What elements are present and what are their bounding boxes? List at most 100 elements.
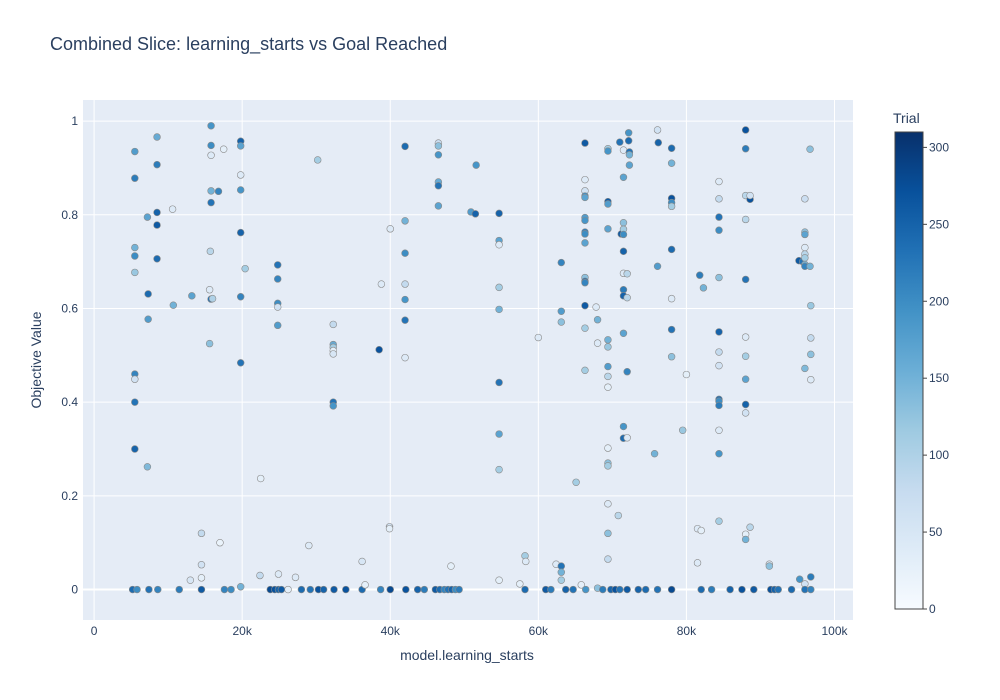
data-point [738,585,746,594]
plot-area [83,100,853,620]
data-point [131,174,139,182]
data-point [274,275,282,283]
data-point [495,465,503,474]
data-point [401,249,409,257]
data-point [219,145,228,153]
data-point [604,362,612,371]
data-point [582,585,590,594]
data-point [795,575,804,583]
data-point [168,205,177,213]
data-point [623,434,631,442]
data-point [145,585,153,594]
data-point [144,315,152,323]
data-point [495,430,503,438]
data-point [693,559,702,567]
data-point [801,243,809,252]
colorbar-tick-label: 250 [929,217,949,231]
data-point [624,137,633,145]
data-point [557,568,565,576]
colorbar-tick-label: 50 [929,525,943,539]
data-point [329,350,337,358]
data-point [274,261,282,269]
data-point [153,255,161,263]
data-point [434,142,443,150]
data-point [297,585,306,594]
data-point [581,239,589,247]
data-point [774,585,782,594]
data-point [746,191,754,200]
x-tick-label: 40k [381,624,401,638]
data-point [330,585,338,594]
data-point [569,585,577,594]
data-point [216,539,224,547]
data-point [572,478,580,486]
data-point [376,585,385,594]
data-point [153,208,161,217]
data-point [495,283,503,292]
data-point [581,216,589,225]
data-point [385,524,394,533]
data-point [237,142,245,150]
data-point [697,526,705,535]
data-point [807,573,815,581]
data-point [699,284,708,292]
data-point [131,147,139,156]
data-point [131,398,139,406]
data-point [220,585,229,594]
y-tick-label: 0.4 [61,395,78,409]
data-point [592,303,600,311]
data-point [227,585,235,594]
data-point [581,139,589,147]
colorbar-tick-label: 150 [929,371,949,385]
data-point [619,219,628,227]
data-point [604,555,612,563]
data-point [604,200,612,208]
data-point [521,585,529,594]
y-axis-label: Objective Value [28,311,44,408]
data-point [604,343,612,351]
data-point [593,339,602,347]
data-point [386,585,394,594]
data-point [787,585,796,594]
data-point [557,576,565,584]
data-point [401,316,409,324]
data-point [534,333,543,342]
data-point [562,585,570,594]
data-point [741,400,750,409]
data-point [205,339,214,348]
data-point [715,401,723,410]
data-point [715,348,723,356]
data-point [715,449,723,458]
data-point [377,280,386,288]
data-point [205,286,214,294]
data-point [599,585,607,594]
data-point [237,359,245,367]
data-point [447,562,455,570]
colorbar-gradient [894,131,924,610]
data-point [625,151,634,159]
data-point [801,254,809,262]
data-point [667,585,676,594]
data-point [547,585,555,594]
data-point [641,585,650,594]
colorbar-tick-label: 300 [929,140,949,154]
data-point [557,307,565,315]
data-point [329,320,337,329]
data-point [624,129,633,137]
data-point [807,301,815,310]
data-point [715,177,723,186]
data-point [401,295,409,304]
data-point [402,585,410,594]
colorbar-tick-label: 100 [929,448,949,462]
data-point [715,426,723,434]
data-point [306,585,314,594]
data-point [420,585,429,594]
data-point [274,570,283,578]
data-point [131,252,139,260]
data-point [169,301,178,309]
data-point [256,571,264,580]
data-point [697,585,705,594]
x-tick-label: 100k [821,624,848,638]
data-point [715,273,723,282]
data-point [495,576,503,584]
